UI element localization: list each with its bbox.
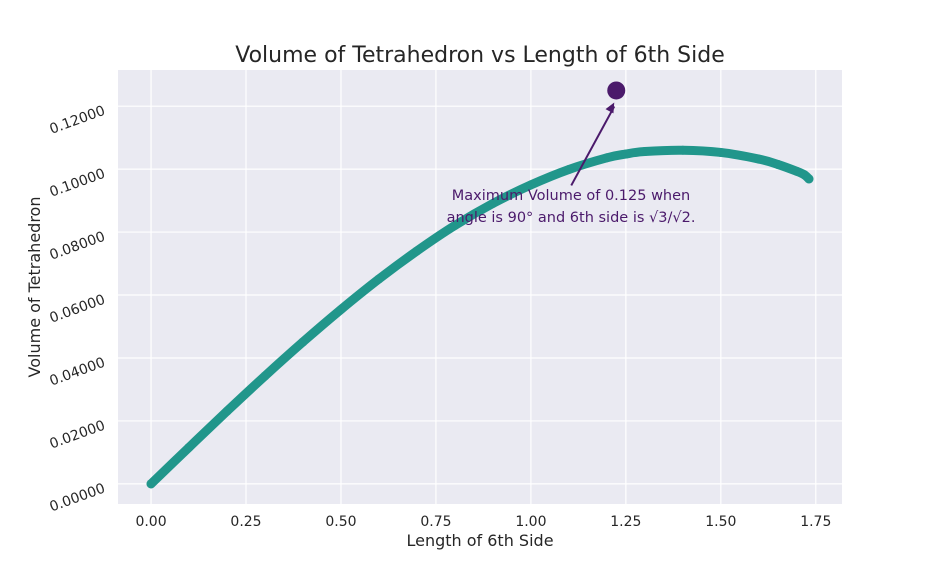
y-tick-label: 0.04000 (47, 355, 107, 390)
plot-area (118, 70, 842, 504)
chart-title: Volume of Tetrahedron vs Length of 6th S… (235, 43, 725, 68)
data-point (602, 153, 612, 163)
x-tick-label: 0.50 (325, 514, 356, 530)
y-tick-label: 0.00000 (47, 481, 107, 516)
x-tick-label: 0.25 (230, 514, 261, 530)
data-point (792, 166, 802, 176)
x-tick-label: 0.00 (135, 514, 166, 530)
data-point (773, 159, 783, 169)
annotation-text-line: angle is 90° and 6th side is √3/√2. (447, 210, 696, 226)
max-point-marker (607, 81, 626, 100)
y-tick-label: 0.02000 (47, 418, 107, 453)
y-tick-label: 0.08000 (47, 229, 107, 264)
x-tick-label: 0.75 (420, 514, 451, 530)
data-point (184, 442, 194, 452)
y-tick-label: 0.12000 (47, 103, 107, 138)
data-point (564, 164, 574, 174)
data-point (754, 154, 764, 164)
data-point (716, 147, 726, 157)
data-point (374, 274, 384, 284)
data-point (450, 220, 460, 230)
x-axis-label: Length of 6th Side (406, 531, 553, 550)
y-axis-ticks: 0.00000 0.02000 0.04000 0.06000 0.08000 0.100… (47, 103, 107, 516)
data-point (678, 145, 688, 155)
annotation-arrowhead (605, 102, 615, 114)
annotation-text-line: Maximum Volume of 0.125 when (452, 188, 690, 204)
x-tick-label: 1.75 (800, 514, 831, 530)
series-curve (146, 145, 814, 489)
data-point (260, 371, 270, 381)
x-tick-label: 1.00 (515, 514, 546, 530)
annotation-layer: Maximum Volume of 0.125 when angle is 90°… (447, 81, 696, 226)
series-layer (146, 145, 814, 489)
data-point (804, 174, 814, 184)
data-point (146, 479, 156, 489)
data-point (621, 149, 631, 159)
y-axis-label: Volume of Tetrahedron (25, 197, 44, 378)
x-tick-label: 1.50 (705, 514, 736, 530)
data-point (336, 305, 346, 315)
x-tick-label: 1.25 (610, 514, 641, 530)
y-tick-label: 0.10000 (47, 166, 107, 201)
annotation-arrow (570, 105, 616, 186)
data-point (222, 406, 232, 416)
data-point (488, 198, 498, 208)
y-tick-label: 0.06000 (47, 292, 107, 327)
x-axis-ticks: 0.00 0.25 0.50 0.75 1.00 1.25 1.50 1.75 (135, 514, 831, 530)
data-point (298, 337, 308, 347)
grid (118, 70, 842, 504)
data-point (640, 147, 650, 157)
data-point (526, 180, 536, 190)
data-point (412, 246, 422, 256)
